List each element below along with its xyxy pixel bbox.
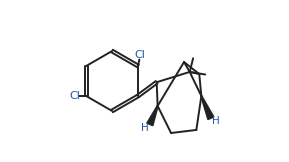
Text: Cl: Cl: [135, 50, 146, 60]
Text: H: H: [212, 116, 220, 127]
Polygon shape: [201, 96, 214, 120]
Text: Cl: Cl: [69, 91, 80, 101]
Polygon shape: [147, 106, 158, 126]
Text: H: H: [141, 123, 149, 133]
